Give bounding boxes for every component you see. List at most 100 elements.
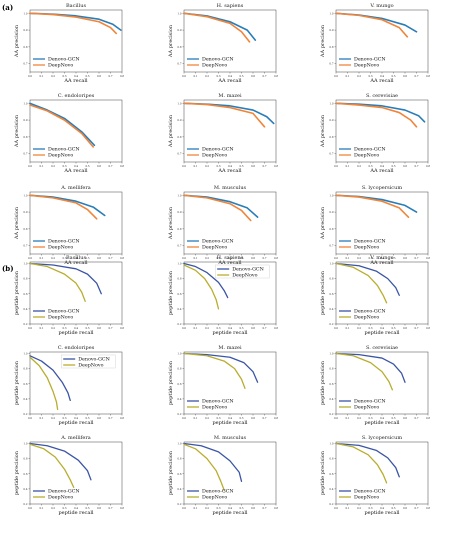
x-tick-label: 0.7 [262, 416, 266, 420]
y-tick-label: 0.2 [329, 502, 333, 506]
y-tick-label: 0.2 [329, 322, 333, 326]
y-axis-label: AA precision [14, 24, 20, 58]
x-tick-label: 0.6 [403, 506, 407, 510]
y-tick-label: 0.4 [177, 487, 181, 491]
y-axis-label: peptide precision [14, 270, 20, 315]
x-tick-label: 0.6 [251, 326, 255, 330]
y-tick-label: 0.8 [177, 227, 181, 231]
x-tick-label: 0.2 [357, 416, 361, 420]
series-line-deepnovo [29, 104, 95, 148]
legend-label: DeepNovo [48, 153, 73, 159]
series-line-denovo-gcn [29, 12, 122, 31]
x-tick-label: 0.1 [345, 256, 349, 260]
x-axis-label: peptide recall [212, 510, 247, 516]
x-axis-label: AA recall [369, 168, 394, 174]
legend-label: Denovo-GCN [354, 309, 386, 315]
series-line-denovo-gcn [335, 352, 406, 383]
panel-title: M. mazei [218, 345, 242, 351]
series-line-deepnovo [335, 262, 388, 304]
legend-label: DeepNovo [354, 495, 379, 501]
x-tick-label: 0.1 [345, 164, 349, 168]
legend-label: Denovo-GCN [48, 489, 80, 495]
x-tick-label: 0.5 [391, 506, 395, 510]
x-tick-label: 0.6 [403, 256, 407, 260]
legend-label: DeepNovo [354, 63, 379, 69]
series-line-denovo-gcn [183, 102, 275, 125]
x-tick-label: 0.3 [216, 326, 220, 330]
plot-area [183, 99, 277, 163]
x-tick-label: 0.3 [62, 326, 66, 330]
y-tick-label: 0.8 [23, 45, 27, 49]
y-tick-label: 1.0 [23, 262, 27, 266]
series-line-deepnovo [183, 12, 251, 43]
series-line-denovo-gcn [335, 442, 400, 478]
x-tick-label: 0.2 [205, 74, 209, 78]
x-tick-label: 0.4 [380, 416, 384, 420]
chart-panel: H. sapiens 0.0 0.1 0.2 0.3 0.4 0.5 0.6 0.7 0.8 0.7… [168, 3, 278, 84]
y-tick-label: 1.0 [23, 101, 27, 105]
x-tick-label: 0.3 [368, 416, 372, 420]
x-tick-label: 0.6 [403, 416, 407, 420]
series-line-deepnovo [183, 264, 220, 310]
x-tick-label: 0.5 [239, 416, 243, 420]
y-tick-label: 0.9 [23, 28, 27, 32]
x-tick-label: 0.3 [368, 506, 372, 510]
x-tick-label: 0.6 [97, 506, 101, 510]
y-tick-label: 1.0 [23, 11, 27, 15]
x-tick-label: 0.2 [51, 416, 55, 420]
legend-label: DeepNovo [48, 63, 73, 69]
series-line-deepnovo [29, 12, 118, 35]
y-tick-label: 0.8 [329, 227, 333, 231]
chart-panel: S. cerevisiae 0.0 0.1 0.2 0.3 0.4 0.5 0.6 0.7 0.8… [320, 93, 430, 174]
x-tick-label: 0.4 [380, 164, 384, 168]
x-axis-label: AA recall [369, 78, 394, 84]
y-axis-label: AA precision [320, 24, 326, 58]
x-tick-label: 0.4 [228, 164, 232, 168]
y-tick-label: 0.2 [23, 412, 27, 416]
x-tick-label: 0.5 [85, 256, 89, 260]
x-tick-label: 0.2 [205, 256, 209, 260]
legend-label: Denovo-GCN [354, 239, 386, 245]
y-tick-label: 0.2 [177, 502, 181, 506]
x-axis-label: peptide recall [364, 330, 399, 336]
y-tick-label: 0.7 [177, 62, 181, 66]
series-line-deepnovo [29, 194, 98, 220]
y-tick-label: 0.6 [177, 382, 181, 386]
y-tick-label: 0.9 [329, 118, 333, 122]
y-tick-label: 0.8 [177, 277, 181, 281]
x-tick-label: 0.7 [262, 326, 266, 330]
chart-panel: S. lycopersicum 0.0 0.1 0.2 0.3 0.4 0.5 0.6 0.7 0… [320, 435, 430, 516]
series-line-denovo-gcn [183, 194, 259, 218]
y-axis-label: peptide precision [168, 450, 174, 495]
x-tick-label: 0.5 [391, 256, 395, 260]
x-tick-label: 0.0 [182, 256, 186, 260]
x-tick-label: 0.5 [85, 506, 89, 510]
x-tick-label: 0.1 [345, 416, 349, 420]
legend-label: DeepNovo [354, 315, 379, 321]
x-tick-label: 0.5 [239, 326, 243, 330]
x-tick-label: 0.0 [334, 416, 338, 420]
y-axis-label: AA precision [168, 114, 174, 148]
y-tick-label: 0.7 [329, 244, 333, 248]
y-tick-label: 0.6 [23, 472, 27, 476]
x-tick-label: 0.4 [380, 256, 384, 260]
x-axis-label: AA recall [63, 260, 88, 266]
legend-label: DeepNovo [354, 153, 379, 159]
series-line-deepnovo [29, 356, 59, 411]
x-tick-label: 0.7 [414, 326, 418, 330]
chart-panel: S. lycopersicum 0.0 0.1 0.2 0.3 0.4 0.5 0.6 0.7 0… [320, 185, 430, 266]
series-line-denovo-gcn [29, 442, 92, 481]
x-tick-label: 0.8 [120, 506, 124, 510]
x-axis-label: peptide recall [58, 420, 93, 426]
plot-area [29, 441, 123, 505]
x-tick-label: 0.5 [391, 74, 395, 78]
x-tick-label: 0.4 [228, 326, 232, 330]
x-tick-label: 0.3 [62, 416, 66, 420]
series-line-denovo-gcn [183, 352, 259, 383]
x-tick-label: 0.1 [39, 506, 43, 510]
x-tick-label: 0.1 [345, 506, 349, 510]
legend-label: Denovo-GCN [354, 57, 386, 63]
y-tick-label: 0.4 [177, 397, 181, 401]
